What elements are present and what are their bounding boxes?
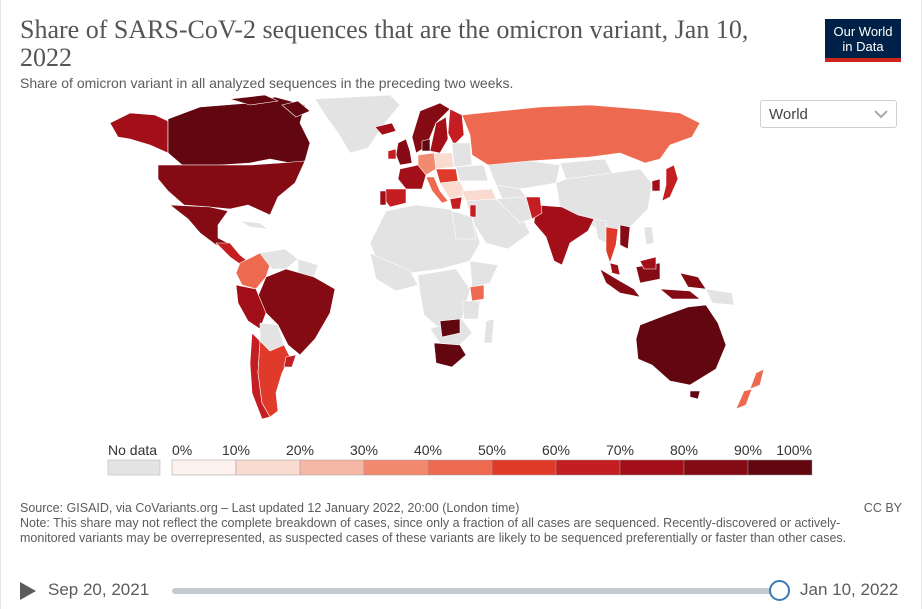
country-ukraine[interactable] [455, 164, 489, 182]
country-norway[interactable] [411, 102, 451, 154]
country-thailand[interactable] [605, 226, 619, 264]
country-ethiopia-somalia[interactable] [469, 260, 499, 288]
logo-accent-bar [825, 58, 901, 62]
country-india[interactable] [533, 204, 595, 266]
legend-tick-label: 10% [222, 442, 250, 458]
timeline-track[interactable] [172, 588, 780, 594]
legend-no-data-swatch [107, 459, 161, 476]
legend-bin[interactable] [363, 459, 429, 476]
play-button[interactable] [20, 582, 36, 600]
country-iceland[interactable] [374, 122, 397, 136]
timeline-end-date: Jan 10, 2022 [800, 580, 899, 599]
country-kazakhstan[interactable] [487, 160, 561, 190]
country-united-states[interactable] [157, 160, 306, 216]
chevron-down-icon [874, 110, 888, 119]
country-germany[interactable] [417, 152, 437, 176]
country-united-kingdom[interactable] [395, 138, 413, 166]
country-spain[interactable] [383, 188, 407, 208]
logo-line-1: Our World [833, 24, 893, 39]
legend-bin[interactable] [619, 459, 685, 476]
country-denmark[interactable] [421, 138, 431, 152]
legend-tick-label: 70% [606, 442, 634, 458]
country-indonesia[interactable] [599, 262, 707, 300]
country-philippines[interactable] [643, 226, 655, 246]
country-mexico[interactable] [169, 204, 229, 246]
country-egypt[interactable] [451, 210, 477, 240]
legend-bin[interactable] [555, 459, 621, 476]
legend-tick-label: 30% [350, 442, 378, 458]
country-vietnam[interactable] [619, 224, 631, 250]
country-tanzania[interactable] [461, 300, 481, 320]
country-west-africa[interactable] [369, 252, 419, 292]
country-australia[interactable] [635, 304, 727, 386]
country-baltics-belarus[interactable] [451, 142, 473, 168]
country-israel[interactable] [469, 204, 477, 218]
legend-ticks: 0% 10% 20% 30% 40% 50% 60% 70% 80% 90% 100% [172, 442, 812, 458]
country-new-zealand[interactable] [735, 368, 765, 410]
country-kenya[interactable] [469, 284, 485, 302]
color-legend: No data 0% 10% 20% 30% 40% 50% 60% 70% 80% 90% 100… [107, 442, 813, 476]
country-poland[interactable] [433, 152, 455, 170]
note-text: Note: This share may not reflect the com… [20, 516, 847, 545]
legend-tick-label: 0% [172, 442, 192, 458]
world-map [109, 94, 765, 420]
logo-line-2: in Data [842, 39, 884, 54]
legend-bin[interactable] [491, 459, 557, 476]
region-select[interactable]: World [760, 100, 897, 128]
legend-tick-label: 20% [286, 442, 314, 458]
country-central-europe[interactable] [435, 168, 459, 184]
country-canada-islands [229, 94, 311, 118]
legend-tick-label: 50% [478, 442, 506, 458]
country-portugal[interactable] [379, 190, 387, 206]
country-korea[interactable] [651, 178, 661, 192]
legend-tick-label: 40% [414, 442, 442, 458]
country-madagascar[interactable] [483, 318, 495, 344]
country-greenland[interactable] [314, 94, 401, 154]
country-venezuela[interactable] [259, 248, 299, 270]
country-myanmar[interactable] [593, 218, 607, 244]
country-russia[interactable] [461, 104, 701, 166]
country-sweden[interactable] [429, 116, 449, 154]
legend-tick-label: 100% [776, 442, 812, 458]
country-papua-new-guinea[interactable] [705, 288, 735, 306]
legend-bin[interactable] [235, 459, 301, 476]
country-tasmania[interactable] [689, 390, 701, 400]
legend-bin[interactable] [683, 459, 749, 476]
region-select-value: World [769, 106, 808, 123]
country-finland[interactable] [447, 108, 465, 146]
legend-bin[interactable] [747, 459, 813, 476]
chart-subtitle: Share of omicron variant in all analyzed… [20, 75, 514, 91]
country-south-africa[interactable] [433, 342, 467, 368]
legend-bin[interactable] [299, 459, 365, 476]
legend-tick-label: 90% [734, 442, 762, 458]
country-alaska[interactable] [109, 112, 169, 154]
legend-bins [171, 459, 813, 476]
timeline-start-date: Sep 20, 2021 [48, 580, 150, 599]
legend-tick-label: 80% [670, 442, 698, 458]
legend-bin[interactable] [171, 459, 237, 476]
country-malaysia[interactable] [609, 256, 657, 276]
owid-logo[interactable]: Our World in Data [825, 19, 901, 62]
source-text: Source: GISAID, via CoVariants.org – Las… [20, 501, 520, 515]
country-japan[interactable] [661, 164, 679, 202]
country-argentina[interactable] [257, 340, 291, 418]
country-zimbabwe-botswana[interactable] [439, 318, 461, 338]
legend-no-data-label: No data [108, 442, 157, 458]
country-pakistan[interactable] [525, 196, 543, 220]
license-link[interactable]: CC BY [863, 501, 902, 515]
country-italy[interactable] [425, 176, 449, 204]
legend-bin[interactable] [427, 459, 493, 476]
country-greece[interactable] [449, 196, 463, 210]
timeline-handle[interactable] [769, 580, 790, 601]
country-ireland[interactable] [387, 148, 397, 160]
country-caribbean[interactable] [239, 220, 269, 230]
chart-title: Share of SARS-CoV-2 sequences that are t… [20, 15, 749, 72]
country-uruguay[interactable] [283, 354, 297, 368]
legend-tick-label: 60% [542, 442, 570, 458]
timeline: Sep 20, 2021 Jan 10, 2022 [0, 570, 922, 609]
